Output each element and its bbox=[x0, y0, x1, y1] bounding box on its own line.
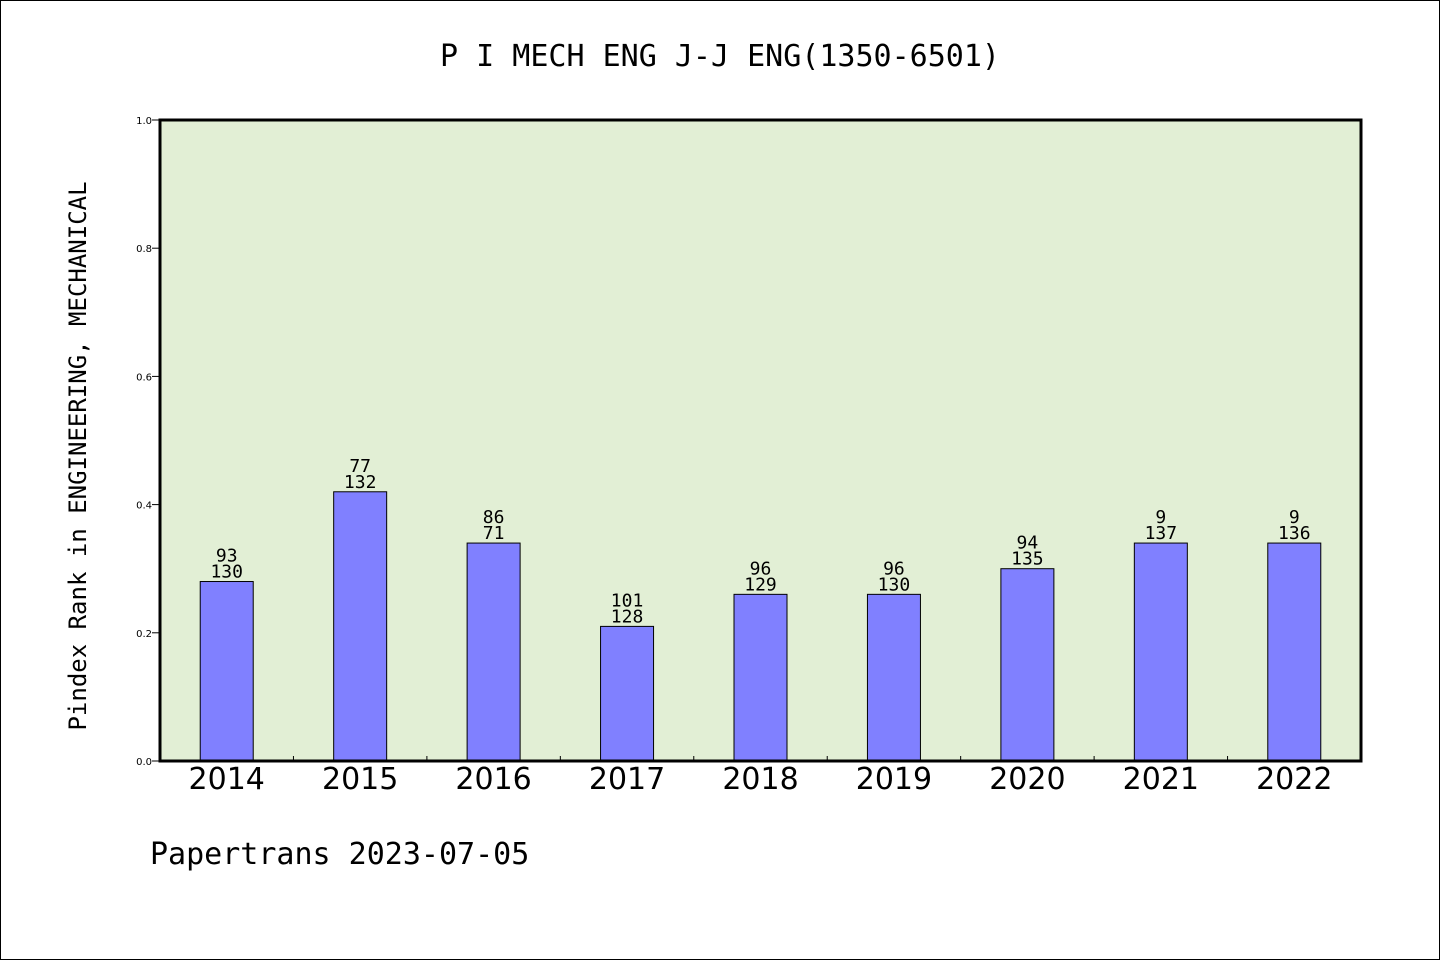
rank-label: 86 bbox=[483, 507, 505, 528]
plot-border bbox=[158, 118, 1363, 763]
x-tick-label: 2019 bbox=[856, 762, 932, 797]
footer-text: Papertrans 2023-07-05 bbox=[150, 837, 529, 872]
bar-2022 bbox=[1267, 542, 1322, 762]
bar-2019 bbox=[866, 593, 921, 762]
x-ticks-layer: 2014 2015 2016 2017 2018 2019 2020 2021 2022 bbox=[189, 756, 1332, 797]
chart-title: P I MECH ENG J-J ENG(1350-6501) bbox=[440, 39, 1000, 74]
bar-2020 bbox=[1000, 568, 1055, 762]
bar-2015 bbox=[333, 491, 388, 762]
rank-label: 96 bbox=[883, 558, 905, 579]
y-tick-label: 0.8 bbox=[136, 244, 152, 255]
bars-layer bbox=[199, 491, 1322, 762]
rank-label: 93 bbox=[216, 546, 238, 567]
rank-label: 9 bbox=[1155, 507, 1166, 528]
total-label: 130 bbox=[878, 574, 911, 595]
x-tick-label: 2015 bbox=[322, 762, 398, 797]
bar-2021 bbox=[1133, 542, 1188, 762]
y-axis-label: Pindex Rank in ENGINEERING, MECHANICAL bbox=[64, 181, 92, 730]
total-label: 130 bbox=[210, 562, 243, 583]
bar-2016 bbox=[466, 542, 521, 762]
rank-label: 96 bbox=[750, 558, 772, 579]
total-label: 136 bbox=[1278, 523, 1311, 544]
x-tick-label: 2014 bbox=[189, 762, 265, 797]
rank-label: 9 bbox=[1289, 507, 1300, 528]
y-ticks-layer: 0.0 0.2 0.4 0.6 0.8 1.0 bbox=[136, 116, 160, 768]
y-tick-label: 0.0 bbox=[136, 757, 152, 768]
total-label: 129 bbox=[744, 574, 777, 595]
y-tick-label: 0.2 bbox=[136, 629, 152, 640]
total-label: 128 bbox=[611, 606, 644, 627]
total-label: 135 bbox=[1011, 549, 1044, 570]
rank-label: 77 bbox=[349, 456, 371, 477]
x-tick-label: 2018 bbox=[722, 762, 798, 797]
x-tick-label: 2016 bbox=[455, 762, 531, 797]
x-tick-label: 2022 bbox=[1256, 762, 1332, 797]
bar-2017 bbox=[600, 625, 655, 762]
x-tick-label: 2020 bbox=[989, 762, 1065, 797]
y-tick-label: 0.6 bbox=[136, 372, 152, 383]
bar-2018 bbox=[733, 593, 788, 762]
total-label: 71 bbox=[483, 523, 505, 544]
y-tick-label: 0.4 bbox=[136, 501, 152, 512]
total-label: 132 bbox=[344, 472, 377, 493]
y-tick-label: 1.0 bbox=[136, 116, 152, 127]
data-labels-layer: 9313077132867110112896129961309413591379… bbox=[210, 456, 1310, 628]
x-tick-label: 2021 bbox=[1123, 762, 1199, 797]
x-tick-label: 2017 bbox=[589, 762, 665, 797]
total-label: 137 bbox=[1145, 523, 1178, 544]
rank-label: 94 bbox=[1017, 533, 1039, 554]
bar-2014 bbox=[199, 581, 254, 762]
rank-label: 101 bbox=[611, 590, 644, 611]
